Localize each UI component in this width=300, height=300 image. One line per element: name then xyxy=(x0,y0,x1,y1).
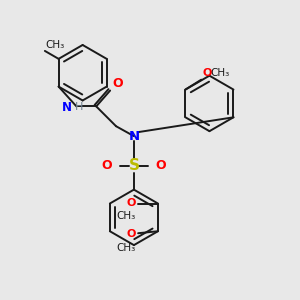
Text: O: O xyxy=(102,159,112,172)
Text: O: O xyxy=(202,68,212,78)
Text: O: O xyxy=(155,159,166,172)
Text: CH₃: CH₃ xyxy=(46,40,65,50)
Text: N: N xyxy=(61,101,71,114)
Text: CH₃: CH₃ xyxy=(210,68,230,78)
Text: CH₃: CH₃ xyxy=(117,243,136,253)
Text: O: O xyxy=(127,229,136,239)
Text: O: O xyxy=(112,76,123,90)
Text: H: H xyxy=(74,102,83,112)
Text: N: N xyxy=(128,130,140,142)
Text: O: O xyxy=(127,199,136,208)
Text: CH₃: CH₃ xyxy=(117,212,136,221)
Text: S: S xyxy=(128,158,140,173)
